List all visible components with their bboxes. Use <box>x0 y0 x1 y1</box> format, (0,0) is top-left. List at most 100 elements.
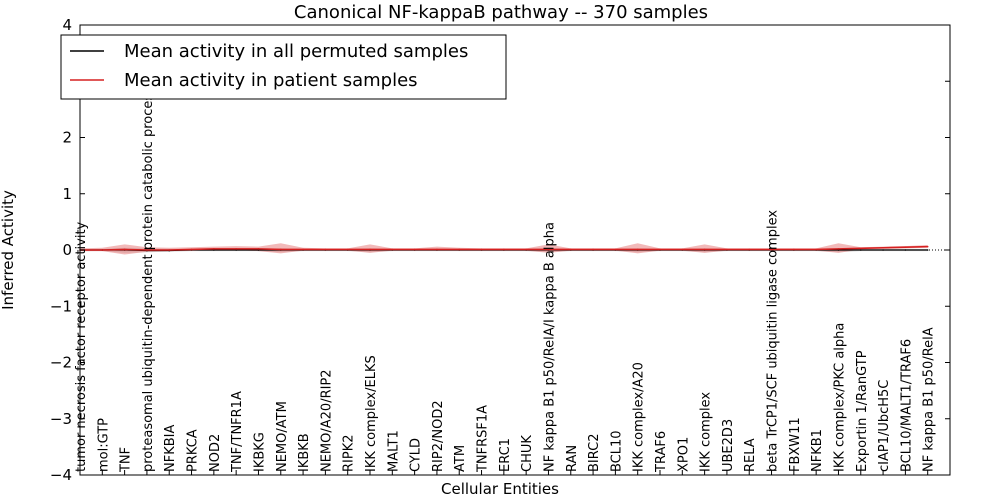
series-1-point <box>146 249 148 251</box>
x-tick-label: NF kappa B1 p50/RelA <box>922 327 937 472</box>
series-lines <box>79 245 929 252</box>
series-1-point <box>726 248 728 251</box>
x-tick-label: NEMO/ATM <box>275 401 290 472</box>
x-tick-label: TNF <box>119 447 134 473</box>
y-tick-label: 2 <box>62 129 72 147</box>
series-1-point <box>592 248 594 251</box>
x-tick-label: Exportin 1/RanGTP <box>855 350 870 472</box>
series-1-point <box>770 248 773 251</box>
x-tick-label: NFKB1 <box>810 429 825 472</box>
series-0-point <box>882 249 884 251</box>
x-tick-label: cIAP1/UbcH5C <box>877 380 892 472</box>
x-tick-label: PRKCA <box>186 429 201 472</box>
x-tick-label: RELA <box>743 438 758 472</box>
series-1-point <box>413 248 416 251</box>
y-tick-label: 4 <box>62 16 72 34</box>
series-1-point <box>213 248 215 250</box>
series-1-point <box>101 249 104 251</box>
series-1-point <box>703 248 706 251</box>
series-1-point <box>748 248 751 251</box>
x-axis: tumor necrosis factor receptor activity m… <box>74 87 937 475</box>
y-tick-label: 0 <box>62 241 72 259</box>
legend: Mean activity in all permuted samples Mea… <box>60 34 507 100</box>
x-tick-label: TNF/TNFR1A <box>230 391 245 473</box>
series-1-point <box>391 248 394 251</box>
series-1-point <box>569 248 572 251</box>
y-tick-label: −1 <box>50 297 72 315</box>
x-tick-label: UBE2D3 <box>721 419 736 472</box>
x-tick-label: NFKBIA <box>163 425 178 472</box>
x-tick-label: RAN <box>565 445 580 472</box>
series-1-point <box>235 248 237 250</box>
x-tick-label: XPO1 <box>676 437 691 472</box>
x-tick-label: IKK complex/PKC alpha <box>832 323 847 472</box>
series-1-point <box>257 248 260 250</box>
series-1-point <box>837 248 840 250</box>
x-tick-label: IKK complex/ELKS <box>364 355 379 472</box>
series-0-point <box>859 249 862 251</box>
x-tick-label: mol:GTP <box>96 418 111 472</box>
x-tick-label: NF kappa B1 p50/RelA/I kappa B alpha <box>542 222 557 472</box>
series-1-point <box>681 248 684 251</box>
series-1-point <box>659 248 661 251</box>
x-tick-label: RIPK2 <box>342 434 357 472</box>
x-axis-label: Cellular Entities <box>441 480 559 498</box>
x-tick-label: BCL10 <box>609 430 624 472</box>
series-1-point <box>369 248 371 251</box>
series-1-point <box>904 246 907 248</box>
series-1-point <box>503 248 505 251</box>
series-0-point <box>926 249 929 251</box>
y-tick-label: −3 <box>50 410 72 428</box>
y-axis: 43210−1−2−3−4 <box>50 16 950 484</box>
series-1-point <box>882 246 884 249</box>
x-tick-label: IKK complex/A20 <box>632 362 647 472</box>
series-1-point <box>168 249 171 251</box>
series-1-point <box>324 248 327 251</box>
series-1-point <box>123 248 126 251</box>
series-1-point <box>436 248 438 251</box>
y-tick-label: 1 <box>62 185 72 203</box>
x-tick-label: TNFRSF1A <box>476 405 491 473</box>
x-tick-label: MALT1 <box>386 430 401 472</box>
series-1-point <box>815 248 817 251</box>
series-1-point <box>279 248 282 251</box>
series-0-point <box>904 249 907 251</box>
series-1-point <box>547 248 550 251</box>
x-tick-label: IKBKG <box>252 432 267 472</box>
x-tick-label: IKK complex <box>699 392 714 472</box>
legend-label-0: Mean activity in all permuted samples <box>124 41 468 62</box>
legend-box <box>60 34 507 100</box>
x-tick-label: ATM <box>453 445 468 472</box>
y-tick-label: −2 <box>50 354 72 372</box>
series-1-point <box>458 248 461 251</box>
legend-label-1: Mean activity in patient samples <box>124 70 418 91</box>
series-1-point <box>926 245 929 248</box>
series-1-point <box>302 248 304 251</box>
series-1-point <box>525 248 527 251</box>
x-tick-label: ERC1 <box>498 438 513 472</box>
x-tick-label: tumor necrosis factor receptor activity <box>74 221 89 472</box>
x-tick-label: BCL10/MALT1/TRAF6 <box>899 339 914 472</box>
x-tick-label: NOD2 <box>208 434 223 472</box>
series-1-point <box>636 248 639 251</box>
series-1-point <box>480 248 483 251</box>
x-tick-label: BIRC2 <box>587 434 602 473</box>
x-tick-label: proteasomal ubiquitin-dependent protein … <box>141 87 156 472</box>
y-tick-label: −4 <box>50 466 72 484</box>
series-1-point <box>346 248 349 251</box>
y-axis-label: Inferred Activity <box>0 190 17 310</box>
series-1-point <box>614 248 617 251</box>
x-tick-label: FBXW11 <box>788 417 803 472</box>
x-tick-label: NEMO/A20/RIP2 <box>319 369 334 472</box>
x-tick-label: CYLD <box>409 438 424 472</box>
series-1-point <box>793 248 795 251</box>
x-tick-label: beta TrCP1/SCF ubiquitin ligase complex <box>766 210 781 472</box>
x-tick-label: RIP2/NOD2 <box>431 400 446 472</box>
series-1-point <box>859 247 862 250</box>
series-1-point <box>190 248 193 251</box>
chart-title: Canonical NF-kappaB pathway -- 370 sampl… <box>294 2 708 23</box>
x-tick-label: CHUK <box>520 435 535 472</box>
x-tick-label: TRAF6 <box>654 431 669 473</box>
x-tick-label: IKBKB <box>297 433 312 472</box>
